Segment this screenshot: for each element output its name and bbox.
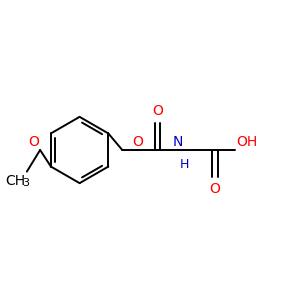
Text: H: H — [179, 158, 189, 171]
Text: 3: 3 — [22, 178, 29, 188]
Text: CH: CH — [5, 174, 26, 188]
Text: OH: OH — [237, 135, 258, 149]
Text: O: O — [28, 135, 39, 149]
Text: O: O — [210, 182, 220, 196]
Text: N: N — [172, 135, 183, 149]
Text: O: O — [152, 104, 163, 118]
Text: O: O — [132, 135, 143, 149]
